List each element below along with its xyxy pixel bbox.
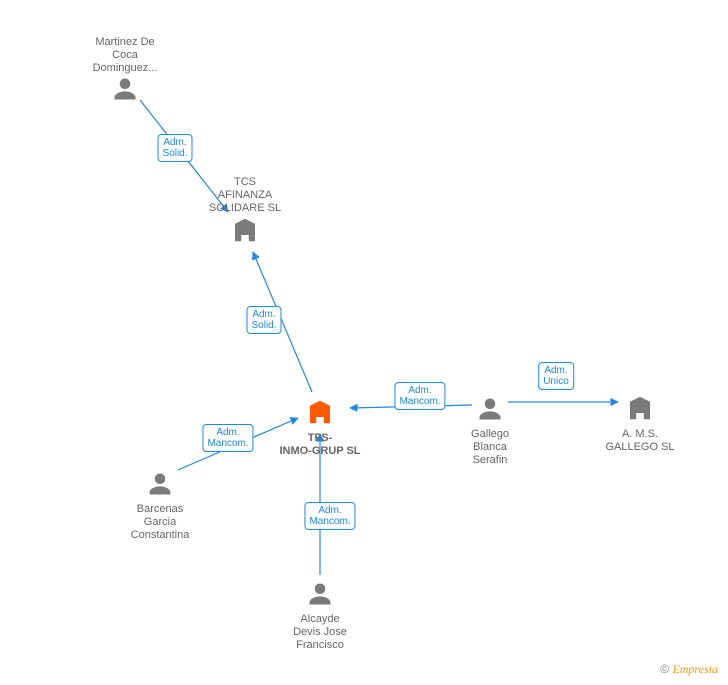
node-icon-wrap (111, 75, 139, 106)
person-icon (476, 395, 504, 423)
node-icon-wrap (230, 215, 260, 248)
node-icon-wrap (476, 395, 504, 426)
edge-e3 (178, 418, 298, 470)
node-label: GallegoBlancaSerafin (445, 428, 535, 467)
edge-e2 (253, 252, 312, 392)
copyright-symbol: © (660, 662, 669, 676)
edge-label-e3: Adm.Mancom. (202, 424, 253, 452)
person-icon (111, 75, 139, 103)
node-icon-wrap (306, 580, 334, 611)
building-icon (625, 393, 655, 423)
edge-e1 (140, 100, 228, 212)
edge-label-e2: Adm.Solid. (246, 306, 281, 334)
node-label: AlcaydeDevis JoseFrancisco (275, 613, 365, 652)
person-icon (306, 580, 334, 608)
node-label: BarcenasGarciaConstantina (115, 503, 205, 542)
node-barcenas: BarcenasGarciaConstantina (115, 470, 205, 542)
watermark: © Empresia (660, 662, 718, 677)
edge-label-e5: Adm.Mancom. (394, 382, 445, 410)
diagram-canvas: Martinez DeCocaDominguez... TCSAFINANZAS… (0, 0, 728, 685)
node-ams: A. M.S.GALLEGO SL (595, 393, 685, 454)
edge-e5 (350, 405, 472, 408)
node-icon-wrap (625, 393, 655, 426)
node-label: TFS-INMO-GRUP SL (275, 432, 365, 458)
node-label: A. M.S.GALLEGO SL (595, 428, 685, 454)
building-icon (230, 215, 260, 245)
edge-label-e4: Adm.Mancom. (304, 502, 355, 530)
node-label: Martinez DeCocaDominguez... (80, 36, 170, 75)
person-icon (146, 470, 174, 498)
edge-label-e6: Adm.Unico (538, 362, 574, 390)
node-tfs: TFS-INMO-GRUP SL (275, 397, 365, 458)
node-label: TCSAFINANZASOLIDARE SL (200, 176, 290, 215)
node-martinez: Martinez DeCocaDominguez... (80, 34, 170, 106)
building-icon (305, 397, 335, 427)
node-gallego_p: GallegoBlancaSerafin (445, 395, 535, 467)
brand-name: Empresia (672, 662, 718, 676)
node-icon-wrap (146, 470, 174, 501)
node-icon-wrap (305, 397, 335, 430)
node-alcayde: AlcaydeDevis JoseFrancisco (275, 580, 365, 652)
node-tcs: TCSAFINANZASOLIDARE SL (200, 174, 290, 248)
edge-label-e1: Adm.Solid. (157, 134, 192, 162)
edges-layer (0, 0, 728, 685)
